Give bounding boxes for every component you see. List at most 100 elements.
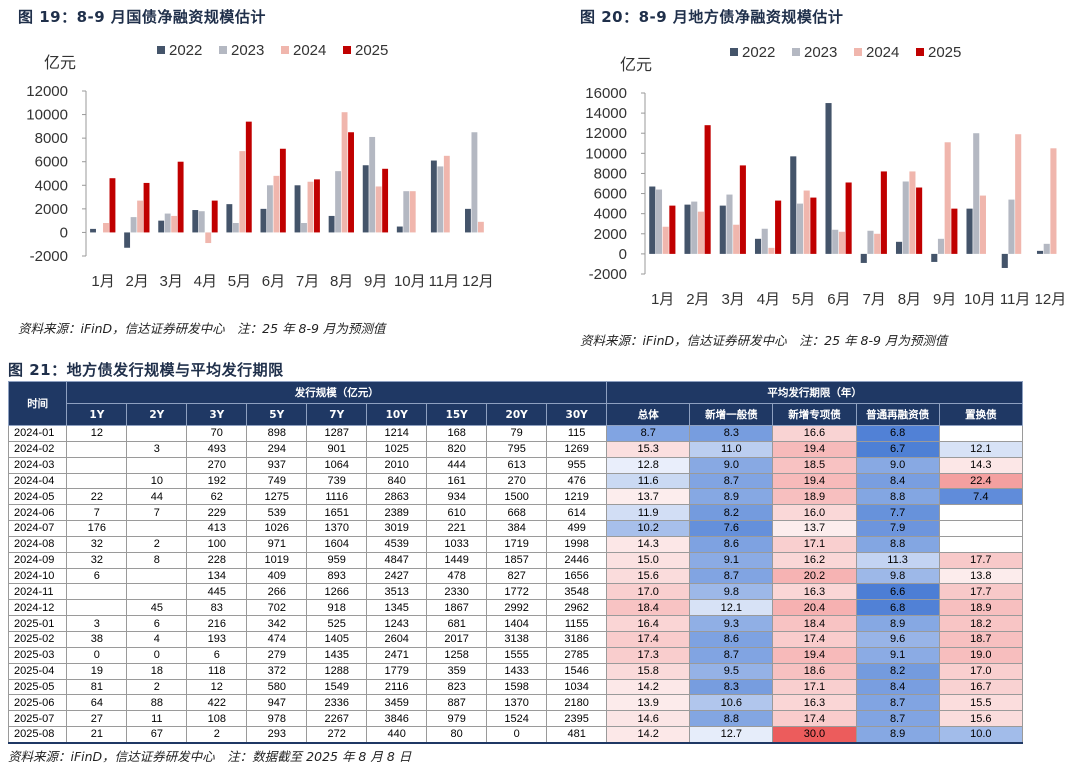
- row-date: 2024-11: [7, 583, 68, 601]
- row-date: 2024-03: [7, 456, 68, 474]
- table-cell: 1549: [306, 678, 368, 696]
- table-cell: 176: [66, 520, 128, 537]
- bar-2022: [754, 238, 762, 254]
- table-cell: 1779: [366, 662, 428, 680]
- table-cell: 18.6: [772, 662, 857, 680]
- row-date: 2025-01: [7, 615, 68, 632]
- table-cell: 108: [186, 710, 248, 728]
- table-cell: 1524: [486, 710, 548, 728]
- table-row: 2024-04 10 192 749 739 840 161 270 476 11.6 8.7 19.…: [7, 472, 1024, 490]
- table-cell: 1370: [306, 520, 368, 537]
- table-cell: 413: [186, 520, 248, 537]
- table-cell: 1345: [366, 599, 428, 617]
- table-cell: 18.4: [606, 599, 691, 617]
- table-cell: 1064: [306, 456, 368, 474]
- table-cell: 2: [126, 535, 188, 553]
- table-cell: 971: [246, 535, 308, 553]
- row-date: 2024-09: [7, 551, 68, 569]
- table-cell: 918: [306, 599, 368, 617]
- bar-2024: [273, 175, 280, 233]
- table-cell: 8.6: [689, 630, 774, 648]
- header-term-col: 新增一般债: [689, 403, 774, 426]
- table-cell: 30.0: [772, 726, 857, 743]
- table-cell: 228: [186, 551, 248, 569]
- table-cell: 8.2: [855, 662, 940, 680]
- bar-2024: [733, 224, 740, 254]
- table-cell: 8.7: [855, 694, 940, 712]
- x-category-label: 4月: [194, 273, 217, 290]
- table-cell: 440: [366, 726, 428, 743]
- table-cell: 1604: [306, 535, 368, 553]
- x-category-label: 10月: [394, 273, 426, 290]
- header-size-col: 2Y: [126, 403, 188, 426]
- table-cell: 270: [486, 472, 548, 490]
- table-cell: 2116: [366, 678, 428, 696]
- table-cell: 1287: [306, 425, 368, 442]
- table-cell: 0: [66, 646, 128, 664]
- table-cell: 8.8: [855, 535, 940, 553]
- table-cell: 8.8: [855, 488, 940, 506]
- table-cell: 18.2: [938, 615, 1024, 632]
- table-cell: 16.7: [938, 678, 1024, 696]
- table-cell: 8.7: [855, 710, 940, 728]
- legend-swatch-2024: [281, 46, 289, 54]
- bar-2024: [205, 232, 212, 244]
- table-cell: 3186: [546, 630, 608, 648]
- table-cell: 2785: [546, 646, 608, 664]
- row-date: 2025-04: [7, 662, 68, 680]
- table-cell: 11.9: [606, 504, 691, 522]
- header-term-col: 置换债: [938, 403, 1024, 426]
- bar-2025: [704, 125, 711, 254]
- table-row: 2024-06 7 7 229 539 1651 2389 610 668 614 11.9 8.2 1…: [7, 504, 1024, 522]
- table-cell: 27: [66, 710, 128, 728]
- bar-2022: [396, 226, 403, 233]
- header-term-col: 总体: [606, 403, 691, 426]
- table-cell: 44: [126, 488, 188, 506]
- table-cell: [126, 583, 188, 601]
- table-cell: 8.8: [689, 710, 774, 728]
- table-row: 2024-12 45 83 702 918 1345 1867 2992 2962 18.4 12.…: [7, 599, 1024, 617]
- table-row: 2025-07 27 11 108 978 2267 3846 979 1524 2395 14.6…: [7, 710, 1024, 728]
- table-cell: 4: [126, 630, 188, 648]
- table-cell: 6: [186, 646, 248, 664]
- table-cell: 1435: [306, 646, 368, 664]
- table-cell: 8.9: [689, 488, 774, 506]
- y-unit-label: 亿元: [620, 56, 652, 74]
- table-cell: 1269: [546, 440, 608, 458]
- row-date: 2024-12: [7, 599, 68, 617]
- bar-2025: [314, 179, 320, 233]
- bar-2025: [810, 197, 817, 254]
- table-cell: 17.7: [938, 551, 1024, 569]
- bar-2022: [895, 241, 903, 254]
- table-cell: 79: [486, 425, 548, 442]
- table-cell: 9.1: [855, 646, 940, 664]
- table-cell: 9.3: [689, 615, 774, 632]
- legend-label: 2023: [231, 42, 264, 59]
- bar-2025: [916, 187, 923, 254]
- bar-2023: [655, 189, 663, 254]
- table-cell: 6.7: [855, 440, 940, 458]
- table-cell: 2471: [366, 646, 428, 664]
- table-row: 2025-05 81 2 12 580 1549 2116 823 1598 1034 14.2 8.…: [7, 678, 1024, 696]
- table-cell: 1258: [426, 646, 488, 664]
- table-cell: 372: [246, 662, 308, 680]
- bar-2022: [684, 204, 691, 254]
- legend-label: 2022: [169, 42, 202, 59]
- x-category-label: 8月: [898, 291, 921, 308]
- table-cell: 14.2: [606, 726, 691, 743]
- table-cell: 342: [246, 615, 308, 632]
- table-cell: 1405: [306, 630, 368, 648]
- table-cell: 978: [246, 710, 308, 728]
- table-cell: 1719: [486, 535, 548, 553]
- table-cell: 8.9: [855, 726, 940, 743]
- table-cell: 100: [186, 535, 248, 553]
- table-cell: 19.4: [772, 472, 857, 490]
- legend-swatch-2023: [219, 46, 227, 54]
- bar-2022: [430, 160, 437, 233]
- bar-2023: [902, 181, 909, 254]
- table-cell: 192: [186, 472, 248, 490]
- table-cell: 294: [246, 440, 308, 458]
- bar-2022: [465, 208, 471, 233]
- y-tick-label: 6000: [594, 186, 627, 203]
- table-cell: 614: [546, 504, 608, 522]
